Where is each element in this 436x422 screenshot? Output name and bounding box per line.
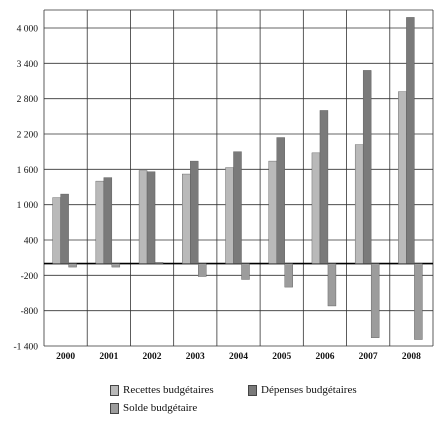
y-tick-label: -200 [21, 272, 39, 282]
bar-solde [284, 263, 293, 288]
y-tick-label: 1 600 [17, 166, 39, 176]
legend-label-solde: Solde budgétaire [123, 402, 198, 414]
bar-depenses [103, 177, 113, 264]
bar-solde [198, 263, 207, 277]
y-tick-label: -800 [21, 307, 39, 317]
y-tick-label: 3 400 [17, 60, 39, 70]
bar-recettes [225, 167, 234, 264]
bar-recettes [398, 91, 407, 264]
bar-depenses [362, 70, 372, 264]
legend-item-recettes: Recettes budgétaires [110, 384, 214, 396]
legend-swatch-solde [110, 402, 119, 414]
bar-solde [370, 263, 380, 338]
y-tick-label: 4 000 [17, 25, 39, 35]
x-category-label: 2002 [143, 352, 162, 360]
bar-depenses [276, 137, 285, 264]
budget-bar-chart: 4 000 3 400 2 800 2 200 1 600 1 000 400 -200 -80… [13, 9, 434, 360]
y-tick-label: 1 000 [17, 201, 39, 211]
y-tick-label: 400 [24, 237, 39, 247]
x-category-label: 2003 [186, 352, 205, 360]
bar-solde [111, 263, 121, 268]
x-category-label: 2006 [315, 352, 334, 360]
legend-label-recettes: Recettes budgétaires [123, 384, 214, 396]
bar-recettes [311, 152, 321, 264]
bar-recettes [354, 144, 364, 264]
bar-solde [241, 263, 250, 280]
y-tick-label: 2 200 [17, 131, 39, 141]
legend-item-depenses: Dépenses budgétaires [248, 384, 357, 396]
bar-depenses [146, 171, 156, 264]
bar-solde [414, 263, 423, 340]
bar-solde [327, 263, 337, 307]
bar-recettes [138, 170, 148, 264]
legend-swatch-recettes [110, 384, 119, 396]
x-category-label: 2008 [402, 352, 421, 360]
bars [52, 17, 423, 340]
legend: Recettes budgétaires Dépenses budgétaire… [110, 384, 430, 422]
x-category-label: 2005 [272, 352, 291, 360]
bar-depenses [319, 110, 329, 264]
legend-swatch-depenses [248, 384, 257, 396]
x-category-label: 2001 [99, 352, 118, 360]
bar-recettes [268, 160, 277, 264]
bar-recettes [52, 197, 61, 264]
y-axis-ticks: 4 000 3 400 2 800 2 200 1 600 1 000 400 -200 -80… [13, 25, 38, 353]
bar-depenses [190, 160, 199, 264]
legend-label-depenses: Dépenses budgétaires [261, 384, 357, 396]
bar-solde [68, 263, 77, 268]
bar-recettes [95, 180, 105, 264]
bar-depenses [233, 151, 242, 264]
x-category-label: 2007 [359, 352, 378, 360]
bar-depenses [406, 17, 415, 264]
y-tick-label: -1 400 [13, 343, 38, 353]
x-axis-categories: 2000 2001 2002 2003 2004 2005 2006 2007 2008 [56, 352, 421, 360]
legend-item-solde: Solde budgétaire [110, 402, 197, 414]
bar-recettes [182, 173, 191, 264]
y-tick-label: 2 800 [17, 95, 39, 105]
bar-depenses [60, 193, 69, 264]
x-category-label: 2004 [229, 352, 248, 360]
bar-solde [154, 262, 164, 264]
x-category-label: 2000 [56, 352, 75, 360]
